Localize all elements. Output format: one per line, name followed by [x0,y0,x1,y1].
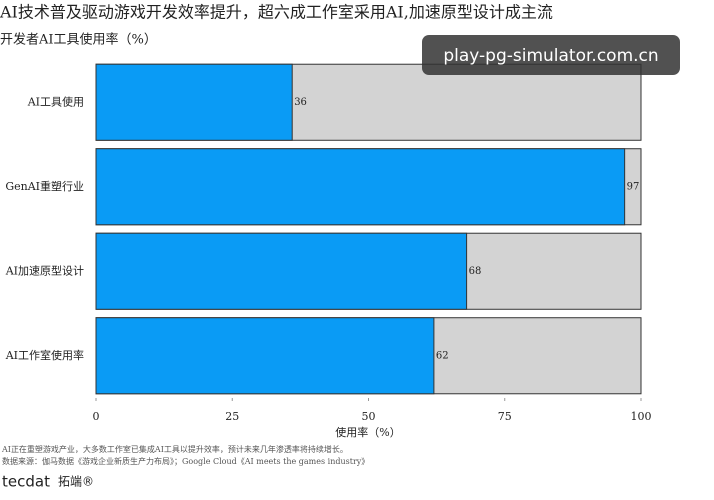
logo-brand: tecdat [2,473,50,491]
watermark-box [422,35,680,75]
note: 数据来源：伽马数据《游戏企业新质生产力布局》；Google Cloud《AI m… [2,456,369,466]
bar [95,148,626,226]
watermark: play-pg-simulator.com.cn [422,35,680,75]
x-tick-label: 0 [93,410,100,423]
x-tick-label: 50 [362,410,376,423]
x-tick-label: 100 [631,410,652,423]
x-tick-label: 75 [498,410,512,423]
logo: tecdat 拓端® [2,473,94,491]
bar [95,232,468,310]
data-label: 68 [469,266,482,277]
bar [95,317,435,395]
y-tick-label: GenAI重塑行业 [5,179,84,193]
logo-name: 拓端® [58,475,94,489]
y-tick-label: AI工具使用 [27,95,84,108]
chart-subtitle: 开发者AI工具使用率（%） [0,32,157,48]
y-tick-label: AI工作室使用率 [5,348,84,362]
data-label: 97 [627,181,640,192]
watermark-text: play-pg-simulator.com.cn [443,46,658,66]
data-label: 62 [436,350,449,361]
y-tick-label: AI加速原型设计 [5,263,84,277]
x-tick-label: 25 [225,410,239,423]
data-label: 36 [294,97,307,108]
x-axis-label: 使用率（%） [335,425,400,439]
note: AI正在重塑游戏产业，大多数工作室已集成AI工具以提升效率，预计未来几年渗透率将… [1,444,348,454]
chart-title: AI技术普及驱动游戏开发效率提升，超六成工作室采用AI,加速原型设计成主流 [0,3,553,22]
bar [95,63,293,141]
